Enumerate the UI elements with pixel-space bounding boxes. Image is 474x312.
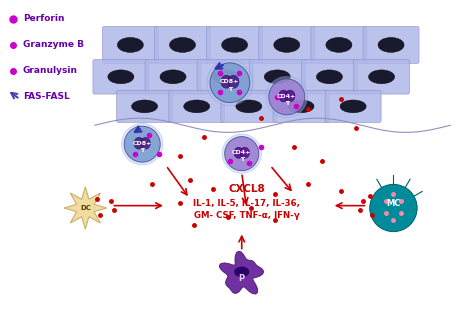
Ellipse shape: [132, 100, 157, 113]
FancyBboxPatch shape: [325, 90, 381, 122]
FancyBboxPatch shape: [221, 90, 277, 122]
Ellipse shape: [378, 37, 404, 52]
Ellipse shape: [285, 90, 295, 102]
Text: IL-1, IL-5, IL-17, IL-36,: IL-1, IL-5, IL-17, IL-36,: [193, 199, 300, 208]
Text: Granzyme B: Granzyme B: [23, 41, 84, 49]
Ellipse shape: [234, 267, 249, 277]
Polygon shape: [219, 251, 264, 294]
Ellipse shape: [228, 75, 239, 88]
Ellipse shape: [326, 37, 352, 52]
Circle shape: [207, 60, 253, 105]
Text: Perforin: Perforin: [23, 14, 64, 23]
Ellipse shape: [160, 70, 186, 84]
FancyBboxPatch shape: [311, 27, 367, 63]
Text: CD4+: CD4+: [232, 150, 251, 155]
Ellipse shape: [240, 147, 249, 158]
FancyBboxPatch shape: [207, 27, 263, 63]
Ellipse shape: [184, 100, 210, 113]
Text: GM- CSF, TNF-α, IFN-γ: GM- CSF, TNF-α, IFN-γ: [193, 211, 300, 220]
Circle shape: [370, 184, 417, 232]
Ellipse shape: [170, 37, 195, 52]
Ellipse shape: [279, 90, 289, 102]
Ellipse shape: [134, 138, 144, 149]
Circle shape: [124, 126, 160, 162]
Circle shape: [121, 124, 163, 165]
FancyBboxPatch shape: [249, 60, 305, 94]
Ellipse shape: [108, 70, 134, 84]
Ellipse shape: [212, 70, 238, 84]
Ellipse shape: [236, 100, 262, 113]
Circle shape: [266, 76, 308, 118]
FancyBboxPatch shape: [301, 60, 357, 94]
Text: T: T: [228, 87, 232, 92]
FancyBboxPatch shape: [93, 60, 149, 94]
Text: Granulysin: Granulysin: [23, 66, 78, 76]
Text: P: P: [239, 275, 245, 283]
Text: FAS-FASL: FAS-FASL: [23, 92, 70, 101]
Text: DC: DC: [80, 205, 91, 211]
FancyBboxPatch shape: [155, 27, 210, 63]
Ellipse shape: [274, 37, 300, 52]
FancyBboxPatch shape: [354, 60, 410, 94]
Ellipse shape: [234, 147, 243, 158]
Text: T: T: [240, 157, 244, 162]
FancyBboxPatch shape: [363, 27, 419, 63]
FancyBboxPatch shape: [117, 90, 173, 122]
Circle shape: [210, 63, 250, 103]
Ellipse shape: [140, 138, 150, 149]
Ellipse shape: [288, 100, 314, 113]
FancyBboxPatch shape: [102, 27, 158, 63]
FancyBboxPatch shape: [273, 90, 329, 122]
FancyBboxPatch shape: [145, 60, 201, 94]
FancyBboxPatch shape: [259, 27, 315, 63]
Ellipse shape: [221, 75, 232, 88]
Ellipse shape: [264, 70, 290, 84]
Text: T: T: [285, 101, 289, 106]
Ellipse shape: [222, 37, 247, 52]
Text: CD4+: CD4+: [277, 94, 296, 99]
Text: CD8+: CD8+: [133, 141, 152, 146]
Text: CD8+: CD8+: [220, 79, 239, 84]
Text: MC: MC: [386, 199, 401, 208]
Ellipse shape: [118, 37, 143, 52]
Text: T: T: [140, 148, 144, 153]
FancyBboxPatch shape: [169, 90, 225, 122]
Ellipse shape: [369, 70, 395, 84]
Circle shape: [269, 79, 305, 115]
Circle shape: [222, 134, 261, 173]
Circle shape: [225, 137, 259, 171]
Ellipse shape: [340, 100, 366, 113]
Polygon shape: [64, 187, 107, 229]
FancyBboxPatch shape: [197, 60, 253, 94]
Ellipse shape: [317, 70, 343, 84]
Text: CXCL8: CXCL8: [228, 184, 265, 194]
